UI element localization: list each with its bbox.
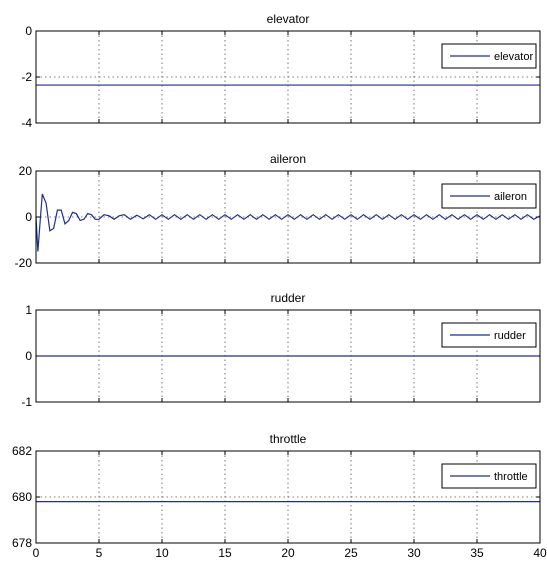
x-tick-label: 30 [407,546,421,560]
axes-frame [35,170,541,264]
subplot-throttle: throttle 0 5 10 15 20 25 30 35 40 682 680 678 throttl… [12,432,547,560]
y-tick-label: 0 [25,349,32,363]
legend-label: elevator [494,51,533,63]
y-tick-label: 682 [12,444,32,458]
legend-label: throttle [494,471,528,483]
legend-label: rudder [494,330,526,342]
axes-frame [35,30,541,124]
legend: elevator [441,43,537,69]
y-tick-label: 20 [19,164,33,178]
y-tick-label: -2 [21,70,32,84]
subplot-title: rudder [271,291,306,305]
y-tick-label: 678 [12,536,32,550]
x-tick-label: 0 [33,546,40,560]
subplot-title: aileron [270,152,306,166]
axes-frame [35,450,541,544]
legend: rudder [441,322,537,348]
x-tick-label: 25 [344,546,358,560]
series-line-aileron [35,193,541,252]
legend-label: aileron [494,191,527,203]
y-tick-label: -4 [21,116,32,130]
y-tick-label: -1 [21,395,32,409]
subplot-elevator: elevator 0 -2 -4 elevator [21,12,541,130]
y-tick-label: 1 [25,303,32,317]
x-tick-label: 15 [218,546,232,560]
legend: throttle [441,463,537,489]
axes-frame [35,309,541,403]
y-tick-label: 0 [25,210,32,224]
x-tick-label: 20 [281,546,295,560]
y-tick-label: 0 [25,24,32,38]
y-tick-label: -20 [15,256,33,270]
subplot-aileron: aileron 20 0 -20 aileron [15,152,541,270]
x-tick-label: 40 [533,546,547,560]
subplot-title: throttle [270,432,307,446]
subplot-rudder: rudder 1 0 -1 rudder [21,291,541,409]
x-tick-label: 10 [155,546,169,560]
x-tick-label: 5 [96,546,103,560]
x-tick-label: 35 [470,546,484,560]
legend: aileron [441,183,537,209]
y-tick-label: 680 [12,490,32,504]
subplot-title: elevator [267,12,310,26]
